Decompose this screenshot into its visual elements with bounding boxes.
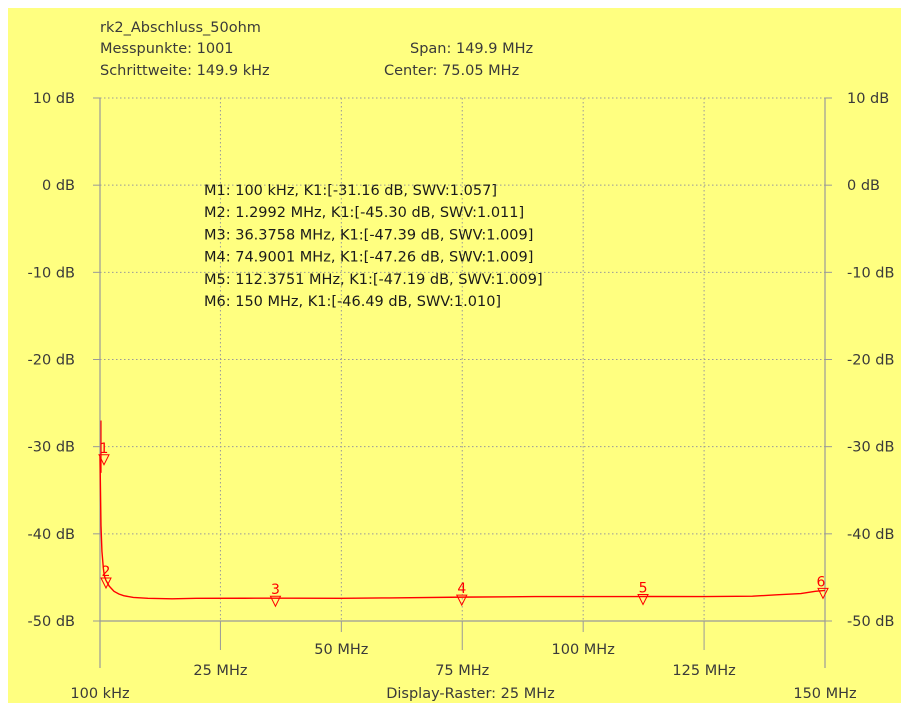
x-axis-raster-label: Display-Raster: 25 MHz (386, 686, 555, 702)
chart-canvas: 10 dB 10 dB 0 dB 0 dB -10 dB -10 dB -20 dB -20 … (28, 91, 895, 702)
y-tick-label-left: -30 dB (28, 440, 75, 456)
marker-triangle-6 (817, 587, 829, 600)
marker-triangle-2 (100, 577, 112, 590)
y-tick-label-right: -20 dB (847, 353, 894, 369)
y-tick-label-left: 10 dB (33, 91, 75, 107)
y-tick-label-right: -40 dB (847, 527, 894, 543)
marker-triangle-1 (98, 454, 110, 466)
y-tick-label-left: -20 dB (28, 353, 75, 369)
marker-number-6: 6 (817, 574, 826, 590)
y-tick-label-right: 10 dB (847, 91, 889, 107)
marker-number-5: 5 (639, 581, 648, 597)
y-tick-label-right: -50 dB (847, 614, 894, 630)
y-tick-label-left: -40 dB (28, 527, 75, 543)
x-range-end-label: 150 MHz (793, 686, 856, 702)
marker-number-1: 1 (100, 441, 109, 457)
y-tick-label-left: -10 dB (28, 265, 75, 281)
marker-triangle-4 (455, 594, 468, 607)
x-tick-label-lower: 25 MHz (193, 663, 247, 679)
x-tick-label-lower: 75 MHz (435, 663, 489, 679)
span-label: Span: 149.9 MHz (410, 41, 534, 57)
marker-triangle-3 (269, 595, 282, 608)
marker-readout-2: M2: 1.2992 MHz, K1:[-45.30 dB, SWV:1.011… (204, 205, 524, 221)
y-tick-label-left: -50 dB (28, 614, 75, 630)
y-tick-label-right: -30 dB (847, 440, 894, 456)
x-range-start-label: 100 kHz (70, 686, 129, 702)
marker-readout-3: M3: 36.3758 MHz, K1:[-47.39 dB, SWV:1.00… (204, 227, 533, 243)
marker-readout-5: M5: 112.3751 MHz, K1:[-47.19 dB, SWV:1.0… (204, 272, 543, 288)
marker-triangle-5 (637, 594, 649, 606)
trace-k1 (99, 456, 826, 600)
x-tick-label-lower: 125 MHz (672, 663, 735, 679)
x-tick-label-upper: 50 MHz (314, 642, 368, 658)
y-tick-label-right: 0 dB (847, 178, 880, 194)
marker-number-4: 4 (457, 581, 466, 597)
marker-readout-6: M6: 150 MHz, K1:[-46.49 dB, SWV:1.010] (204, 294, 501, 310)
y-tick-label-left: 0 dB (42, 178, 75, 194)
measurement-title: rk2_Abschluss_50ohm (100, 20, 261, 36)
vna-plot: rk2_Abschluss_50ohm Messpunkte: 1001 Sch… (8, 8, 901, 703)
x-tick-label-upper: 100 MHz (552, 642, 615, 658)
y-tick-label-right: -10 dB (847, 265, 894, 281)
schrittweite-label: Schrittweite: 149.9 kHz (100, 63, 270, 79)
marker-readout-4: M4: 74.9001 MHz, K1:[-47.26 dB, SWV:1.00… (204, 250, 533, 266)
marker-number-3: 3 (271, 582, 280, 598)
marker-readout-1: M1: 100 kHz, K1:[-31.16 dB, SWV:1.057] (204, 183, 497, 199)
marker-number-2: 2 (102, 564, 111, 580)
center-label: Center: 75.05 MHz (384, 63, 520, 79)
messpunkte-label: Messpunkte: 1001 (100, 41, 234, 57)
